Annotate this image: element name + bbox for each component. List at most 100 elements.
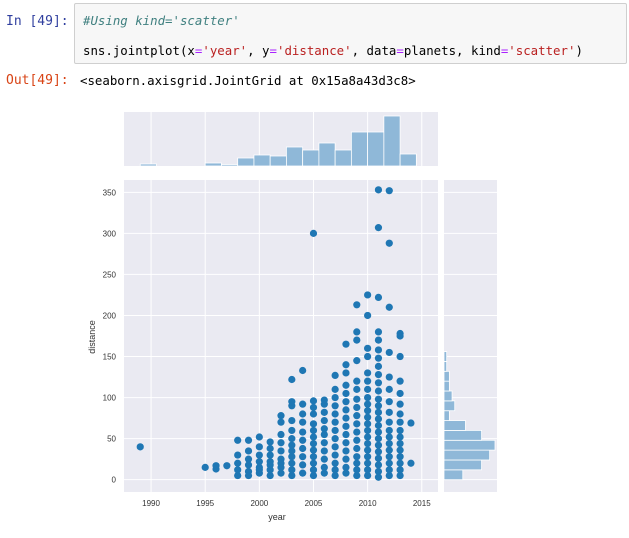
code-operator: =: [396, 43, 404, 58]
x-hist-bar: [221, 164, 239, 167]
scatter-point: [396, 389, 404, 398]
scatter-point: [320, 455, 328, 463]
scatter-point: [385, 408, 393, 416]
scatter-point: [396, 446, 404, 454]
scatter-point: [277, 459, 285, 467]
scatter-point: [277, 418, 285, 426]
scatter-point: [299, 453, 307, 461]
scatter-point: [364, 471, 372, 480]
output-text: <seaborn.axisgrid.JointGrid at 0x15a8a43…: [80, 73, 416, 88]
scatter-point: [234, 436, 242, 444]
scatter-point: [364, 377, 372, 385]
scatter-point: [320, 416, 328, 425]
scatter-point: [266, 451, 274, 459]
scatter-point: [255, 451, 263, 459]
scatter-point: [364, 291, 372, 299]
code-token: planets, kind: [403, 43, 501, 58]
scatter-point: [374, 362, 383, 370]
scatter-point: [136, 443, 144, 451]
scatter-point: [342, 463, 350, 471]
scatter-point: [396, 453, 404, 461]
scatter-point: [223, 462, 231, 470]
y-hist-bar: [443, 459, 482, 471]
scatter-point: [353, 453, 361, 461]
scatter-point: [385, 239, 393, 247]
scatter-point: [374, 370, 383, 379]
scatter-point: [396, 410, 404, 418]
code-string: 'scatter': [508, 43, 576, 58]
code-line: sns.jointplot(x='year', y='distance', da…: [83, 43, 583, 58]
scatter-point: [353, 428, 361, 436]
scatter-point: [396, 400, 404, 408]
scatter-point: [309, 403, 318, 412]
scatter-point: [385, 471, 393, 480]
scatter-point: [374, 402, 383, 410]
scatter-point: [309, 420, 318, 428]
scatter-point: [309, 453, 318, 461]
scatter-point: [385, 303, 393, 311]
scatter-point: [396, 418, 404, 426]
scatter-point: [277, 412, 285, 420]
scatter-point: [364, 433, 372, 441]
scatter-point: [288, 398, 296, 406]
scatter-point: [364, 369, 372, 377]
scatter-point: [299, 444, 307, 453]
scatter-point: [374, 379, 383, 387]
scatter-point: [364, 407, 372, 415]
scatter-point: [309, 439, 318, 448]
scatter-point: [331, 410, 339, 418]
scatter-point: [331, 459, 339, 467]
scatter-point: [299, 461, 307, 469]
code-cell-input[interactable]: #Using kind='scatter' sns.jointplot(x='y…: [74, 3, 627, 64]
y-hist-bar: [443, 351, 448, 362]
scatter-point: [309, 459, 318, 467]
scatter-point: [320, 396, 328, 404]
scatter-point: [288, 416, 296, 425]
y-tick-label: 350: [103, 188, 117, 197]
scatter-point: [342, 389, 350, 398]
scatter-point: [342, 422, 350, 430]
scatter-point: [374, 421, 383, 430]
scatter-point: [342, 398, 350, 406]
scatter-point: [266, 471, 274, 480]
scatter-point: [374, 461, 383, 469]
scatter-point: [342, 439, 350, 447]
y-hist-bar: [443, 430, 482, 441]
scatter-point: [374, 441, 383, 449]
scatter-point: [374, 328, 383, 336]
scatter-point: [342, 455, 350, 463]
scatter-point: [385, 466, 393, 474]
scatter-point: [364, 393, 372, 402]
scatter-point: [299, 436, 307, 444]
scatter-point: [353, 395, 361, 403]
scatter-point: [385, 453, 393, 461]
scatter-point: [201, 463, 209, 471]
scatter-point: [385, 426, 393, 435]
scatter-point: [407, 419, 415, 427]
scatter-point: [331, 418, 339, 426]
scatter-point: [374, 435, 383, 443]
scatter-point: [255, 443, 263, 451]
scatter-point: [353, 436, 361, 444]
scatter-point: [364, 453, 372, 461]
scatter-point: [299, 469, 307, 477]
y-hist-bar: [443, 361, 448, 372]
scatter-point: [299, 366, 307, 375]
scatter-point: [320, 430, 328, 439]
scatter-point: [288, 471, 296, 480]
x-tick-label: 2000: [250, 499, 268, 508]
scatter-point: [396, 471, 404, 480]
scatter-point: [309, 471, 318, 480]
scatter-point: [396, 352, 404, 361]
x-axis-label: year: [268, 512, 286, 522]
y-hist-bar: [443, 380, 450, 392]
scatter-point: [364, 344, 372, 352]
scatter-point: [374, 408, 383, 416]
scatter-point: [331, 426, 339, 435]
scatter-point: [374, 354, 383, 362]
scatter-point: [331, 451, 339, 459]
y-axis-label: distance: [87, 320, 97, 354]
scatter-point: [374, 448, 383, 456]
scatter-point: [212, 462, 220, 470]
